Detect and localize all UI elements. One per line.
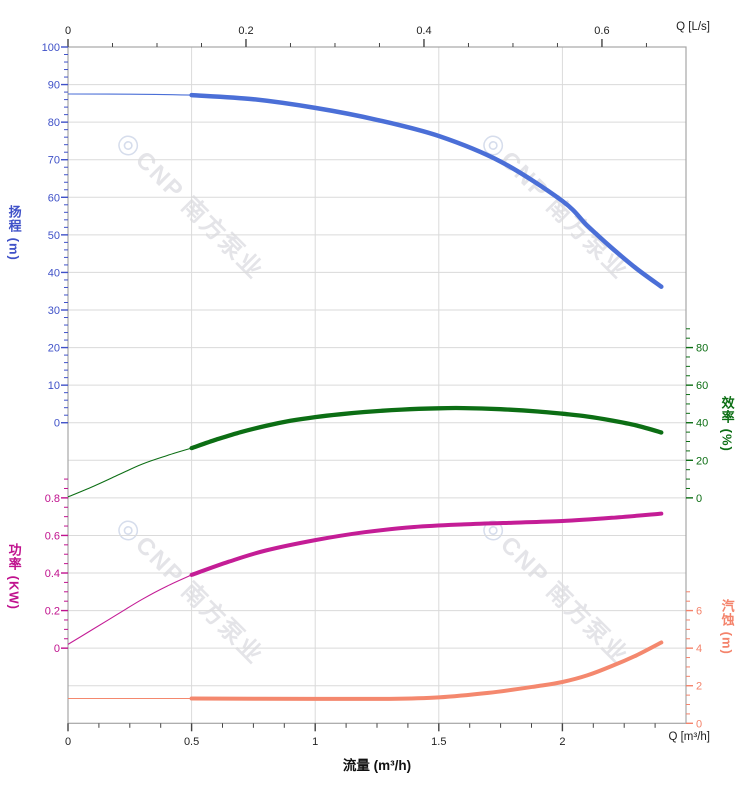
- tick-label: 6: [696, 606, 702, 618]
- npsh-curve: [189, 640, 664, 701]
- efficiency-curve-extrapolated: [67, 447, 192, 498]
- tick-label: 0.4: [45, 568, 60, 580]
- head-axis-title: 扬程 (m): [6, 205, 22, 261]
- tick-label: 100: [42, 42, 60, 54]
- tick-label: 10: [48, 380, 60, 392]
- tick-label: 0: [65, 736, 71, 748]
- tick-label: 1: [312, 736, 318, 748]
- tick-label: 20: [696, 455, 708, 467]
- power-axis: 0.8 0.6 0.4 0.2 0: [45, 478, 68, 655]
- tick-label: 30: [48, 305, 60, 317]
- tick-label: 20: [48, 343, 60, 355]
- tick-label: 0: [696, 493, 702, 505]
- curves: [67, 92, 664, 701]
- power-curve-extrapolated: [67, 574, 192, 645]
- tick-label: 0.6: [45, 530, 60, 542]
- tick-label: 50: [48, 230, 60, 242]
- tick-label: 0.2: [45, 606, 60, 618]
- gridlines: [68, 47, 686, 724]
- tick-label: 60: [48, 192, 60, 204]
- head-curve: [189, 92, 664, 289]
- tick-label: 80: [48, 117, 60, 129]
- tick-label: 2: [696, 681, 702, 693]
- tick-label: 0: [65, 25, 71, 37]
- npsh-axis: 6 4 2 0: [686, 591, 702, 730]
- power-curve: [189, 511, 664, 577]
- tick-label: 0: [696, 718, 702, 730]
- tick-label: 0: [54, 418, 60, 430]
- x-axis-title: 流量 (m³/h): [342, 758, 412, 773]
- tick-label: 60: [696, 380, 708, 392]
- tick-label: 4: [696, 643, 702, 655]
- tick-label: 80: [696, 343, 708, 355]
- power-axis-title: 功率 (KW): [6, 543, 22, 610]
- tick-label: 0.2: [238, 25, 253, 37]
- bottom-axis: 0 0.5 1 1.5 2: [65, 723, 656, 748]
- top-axis-unit-label: Q [L/s]: [676, 21, 710, 33]
- tick-label: 0.8: [45, 493, 60, 505]
- head-curve-extrapolated: [67, 93, 192, 96]
- bottom-axis-unit-label: Q [m³/h]: [668, 731, 710, 743]
- top-axis: 0 0.2 0.4 0.6: [65, 25, 647, 47]
- tick-label: 1.5: [431, 736, 446, 748]
- tick-label: 90: [48, 80, 60, 92]
- tick-label: 70: [48, 155, 60, 167]
- tick-label: 40: [48, 267, 60, 279]
- npsh-axis-title: 汽蚀 (m): [719, 599, 735, 655]
- tick-label: 0.5: [184, 736, 199, 748]
- efficiency-axis-title: 效率 (%): [719, 396, 735, 452]
- eff-axis: 80 60 40 20 0: [686, 328, 708, 505]
- tick-label: 0.6: [594, 25, 609, 37]
- tick-label: 0: [54, 643, 60, 655]
- tick-label: 2: [559, 736, 565, 748]
- tick-label: 40: [696, 418, 708, 430]
- efficiency-curve: [189, 405, 664, 451]
- tick-label: 0.4: [416, 25, 431, 37]
